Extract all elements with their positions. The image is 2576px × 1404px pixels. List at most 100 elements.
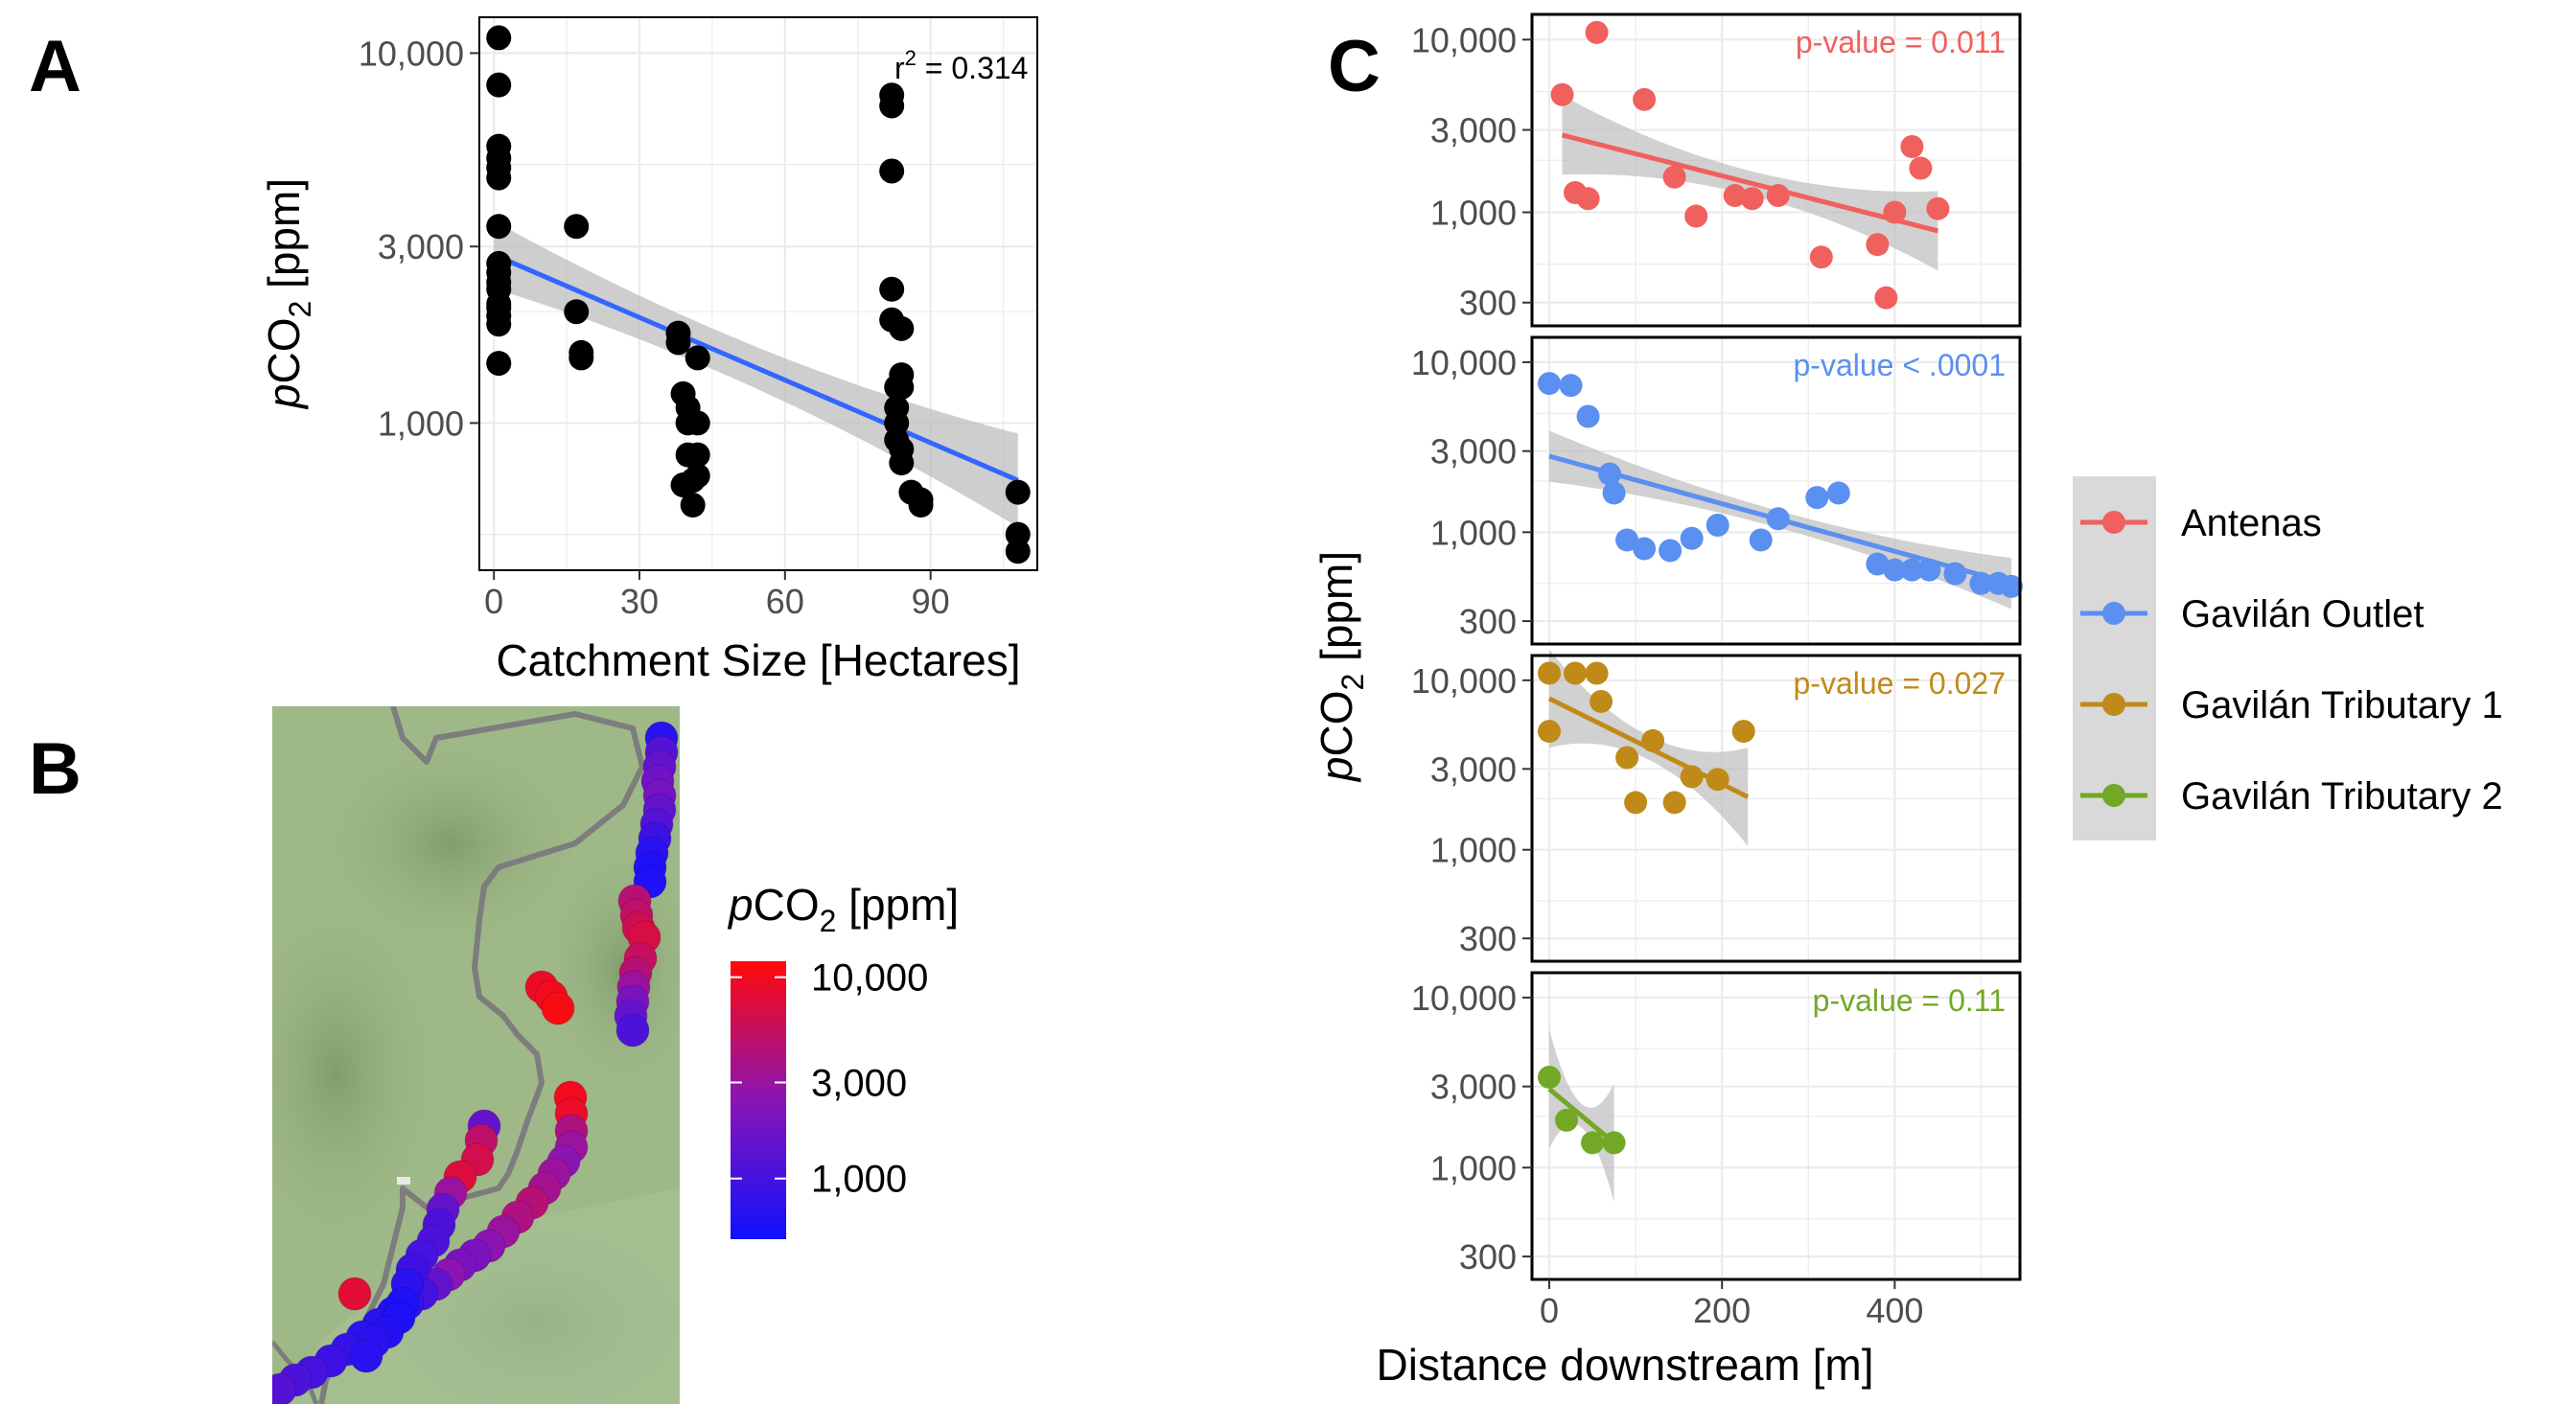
scale-tick-label: 10,000 <box>811 957 928 1000</box>
data-point <box>1662 165 1686 189</box>
facet-antenas: p-value = 0.011 300 1,000 3,000 10,000 <box>1411 12 2022 328</box>
panel-a-y-axis-label: pCO2 [ppm] <box>259 178 317 410</box>
panel-c-faceted-scatter: p-value = 0.0113001,0003,00010,000p-valu… <box>1311 12 2503 1390</box>
x-tick-label: 60 <box>766 582 804 621</box>
data-point <box>1805 486 1829 510</box>
data-point <box>1624 791 1648 815</box>
panel-a-x-ticks: 0 30 60 90 <box>484 570 950 621</box>
data-point <box>1866 552 1890 576</box>
y-tick-label: 1,000 <box>1430 831 1517 870</box>
panel-c-x-axis-label: Distance downstream [m] <box>1377 1340 1874 1390</box>
p-value-label: p-value < .0001 <box>1794 348 2007 382</box>
panel-b-map: pCO2 [ppm] 1,000 3,000 10,000 <box>272 706 959 1404</box>
x-tick-label: 30 <box>620 582 659 621</box>
data-point <box>486 351 512 377</box>
data-point <box>1866 233 1890 257</box>
data-point <box>1874 286 1898 310</box>
data-point <box>1581 1131 1605 1155</box>
data-point <box>685 442 710 468</box>
data-point <box>1706 513 1729 537</box>
data-point <box>1826 481 1850 505</box>
y-tick-label: 300 <box>1459 1237 1517 1277</box>
data-point <box>1883 200 1907 224</box>
facet-frame <box>1530 971 2022 1281</box>
data-point <box>680 493 706 518</box>
data-point <box>685 463 710 489</box>
legend-label: Gavilán Outlet <box>2181 593 2424 635</box>
y-tick-label: 300 <box>1459 919 1517 958</box>
data-point <box>569 345 594 371</box>
map-legend-title: pCO2 [ppm] <box>727 880 959 938</box>
legend-item: Gavilán Tributary 2 <box>2080 775 2503 817</box>
data-point <box>1615 746 1639 770</box>
legend-item: Gavilán Outlet <box>2080 593 2424 635</box>
y-tick-label: 1,000 <box>378 403 464 443</box>
y-tick-label: 1,000 <box>1430 194 1517 233</box>
data-point <box>1538 1066 1562 1090</box>
y-tick-label: 300 <box>1459 284 1517 323</box>
y-tick-label: 3,000 <box>1430 432 1517 472</box>
sample-point <box>349 1339 383 1373</box>
y-tick-label: 3,000 <box>1430 1068 1517 1107</box>
data-point <box>486 214 512 240</box>
data-point <box>1602 1131 1626 1155</box>
data-point <box>1602 481 1626 505</box>
data-point <box>1633 537 1657 561</box>
legend-key-background <box>2073 476 2156 840</box>
data-point <box>879 93 905 119</box>
data-point <box>1538 720 1562 744</box>
data-point <box>1926 196 1950 220</box>
y-tick-label: 1,000 <box>1430 513 1517 552</box>
data-point <box>685 345 710 371</box>
panel-a-fit-line <box>493 252 1019 483</box>
data-point <box>486 25 512 51</box>
map-hill-shade <box>272 882 451 1265</box>
data-point <box>1585 20 1609 44</box>
data-point <box>1766 184 1790 208</box>
data-point <box>486 165 512 191</box>
scale-tick-label: 3,000 <box>811 1063 907 1105</box>
panel-a-frame <box>478 16 1038 571</box>
data-point <box>1564 661 1588 685</box>
y-tick-label: 3,000 <box>1430 111 1517 150</box>
x-tick-label: 0 <box>1540 1291 1559 1330</box>
fit-line <box>1561 132 1939 234</box>
data-point <box>1662 791 1686 815</box>
data-point <box>1555 1108 1579 1132</box>
legend-item: Antenas <box>2080 502 2322 544</box>
data-point <box>1005 479 1031 505</box>
data-point <box>889 374 915 400</box>
data-point <box>665 330 691 356</box>
y-tick-label: 10,000 <box>1411 343 1517 382</box>
legend-item: Gavilán Tributary 1 <box>2080 684 2503 726</box>
legend-label: Antenas <box>2181 502 2322 544</box>
data-point <box>1900 135 1924 159</box>
p-value-label: p-value = 0.011 <box>1796 25 2006 59</box>
data-point <box>1917 558 1941 582</box>
data-point <box>1659 539 1683 563</box>
panel-a-r2-annotation: r2 = 0.314 <box>894 46 1028 85</box>
sample-point <box>272 1372 297 1404</box>
y-tick-label: 10,000 <box>1411 20 1517 59</box>
data-point <box>1809 245 1833 269</box>
facet-gavil-n-outlet: p-value < .0001 300 1,000 3,000 10,000 <box>1411 335 2023 646</box>
facet-frame <box>1530 654 2022 963</box>
data-point <box>685 410 710 436</box>
legend-key-point <box>2102 511 2125 534</box>
data-point <box>486 72 512 98</box>
facet-frame <box>1530 335 2022 646</box>
map-sample-points <box>272 721 679 1404</box>
fit-line <box>1547 1087 1616 1145</box>
data-point <box>1641 728 1665 752</box>
map-color-scale-bar <box>731 961 786 1239</box>
data-point <box>1723 184 1747 208</box>
data-point <box>1590 689 1613 713</box>
legend-key-point <box>2102 784 2125 807</box>
ci-band <box>494 220 1018 527</box>
data-point <box>1684 204 1708 228</box>
data-point <box>1680 526 1704 550</box>
facet-gavil-n-tributary-1: p-value = 0.027 300 1,000 3,000 10,000 <box>1411 649 2022 963</box>
x-tick-label: 200 <box>1693 1291 1751 1330</box>
legend-key-point <box>2102 693 2125 716</box>
